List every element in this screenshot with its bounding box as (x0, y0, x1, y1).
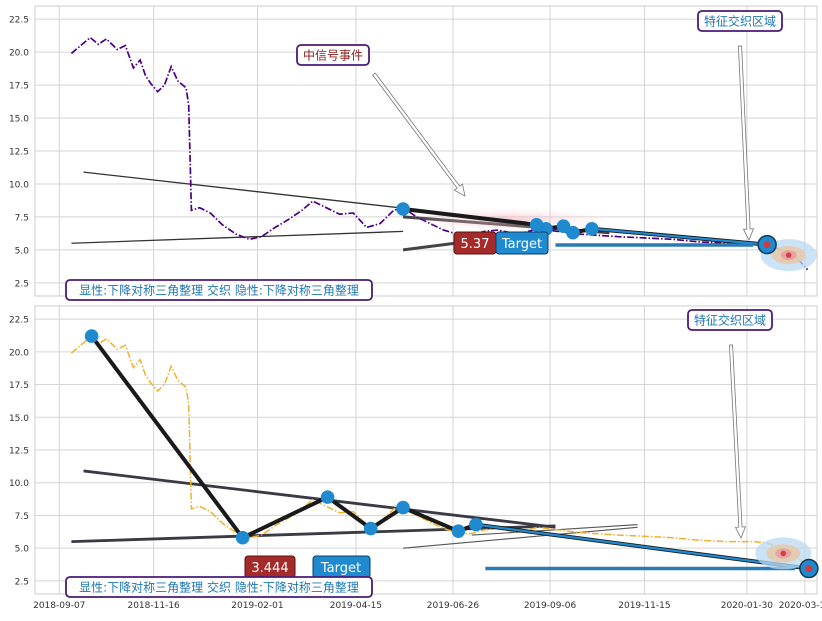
pattern-point-marker (396, 500, 410, 515)
y-tick-label: 7.5 (15, 512, 29, 522)
y-tick-label: 5.0 (15, 545, 30, 555)
pattern-point-marker (566, 225, 580, 240)
y-tick-label: 7.5 (15, 213, 29, 223)
pattern-caption-box (65, 279, 373, 301)
y-tick-label: 17.5 (9, 381, 29, 391)
pattern-point-marker (451, 524, 466, 538)
y-tick-label: 12.5 (9, 447, 29, 457)
y-tick-label: 2.5 (15, 279, 29, 289)
pattern-point-center (805, 565, 813, 573)
pattern-point-marker (585, 221, 599, 236)
target-value-text: 5.37 (461, 237, 490, 252)
x-tick-label: 2018-09-07 (33, 601, 85, 611)
y-tick-label: 10.0 (9, 180, 29, 190)
x-tick-label: 2020-03-13 (779, 601, 822, 611)
y-tick-label: 15.0 (9, 115, 29, 125)
pattern-point-marker (396, 202, 410, 216)
target-value-text: 3.444 (251, 561, 288, 576)
y-tick-label: 20.0 (9, 49, 29, 59)
target-approach-line (591, 227, 768, 246)
crossover-callout-text: 特征交织区域 (694, 313, 766, 328)
y-tick-label: 5.0 (15, 246, 30, 256)
pattern-point-marker (469, 517, 483, 532)
pattern-point-marker (320, 490, 335, 504)
target-label-text: Target (501, 237, 542, 252)
price-series-line (70, 36, 809, 271)
lower-trendline (71, 230, 404, 244)
crossover-region-center (780, 550, 787, 557)
pattern-point-marker (235, 530, 250, 545)
chart-panel-top: 2.5 5.0 7.5 10.0 12.5 15.0 17.5 20.0 22.5 5.37 Tar… (9, 5, 818, 301)
pattern-point-center (763, 241, 771, 249)
crossover-callout-box (687, 309, 773, 331)
inner-trendline-b (403, 526, 638, 549)
target-label-text: Target (320, 561, 361, 576)
target-approach-line (475, 523, 810, 570)
crossover-callout-text: 特征交织区域 (704, 14, 776, 29)
y-tick-label: 15.0 (9, 414, 29, 424)
crossover-arrow (737, 45, 755, 241)
x-tick-label: 2019-06-26 (427, 601, 480, 611)
y-tick-label: 17.5 (9, 82, 29, 92)
y-tick-label: 2.5 (15, 577, 29, 587)
y-tick-label: 20.0 (9, 348, 29, 358)
x-tick-label: 2019-11-15 (618, 601, 670, 611)
pattern-point-marker (363, 521, 378, 536)
x-tick-label: 2019-02-01 (231, 601, 283, 611)
crossover-region-center (785, 252, 792, 258)
y-tick-label: 12.5 (9, 148, 29, 158)
signal-event-callout-box (296, 44, 370, 66)
pattern-point-marker (556, 219, 571, 233)
pattern-caption-box (65, 576, 373, 598)
x-tick-label: 2019-09-06 (524, 601, 577, 611)
x-tick-label: 2018-11-16 (127, 601, 180, 611)
crossover-callout-box (697, 10, 783, 32)
pattern-caption-text: 显性:下降对称三角整理 交织 隐性:下降对称三角整理 (79, 580, 359, 595)
y-tick-label: 22.5 (9, 316, 29, 326)
y-tick-label: 10.0 (9, 479, 29, 489)
signal-event-callout-text: 中信号事件 (303, 48, 363, 63)
y-tick-label: 22.5 (9, 16, 29, 26)
price-series-line (70, 336, 809, 569)
signal-event-arrow (372, 72, 466, 197)
crossover-arrow (728, 344, 747, 539)
pattern-caption-text: 显性:下降对称三角整理 交织 隐性:下降对称三角整理 (79, 283, 359, 298)
x-tick-label: 2020-01-30 (721, 601, 774, 611)
x-tick-label: 2019-04-15 (330, 601, 382, 611)
chart-panel-bottom: 2.5 5.0 7.5 10.0 12.5 15.0 17.5 20.0 22.5 2018-09… (9, 305, 822, 611)
pattern-point-marker (84, 329, 99, 343)
target-label-box (495, 231, 549, 255)
